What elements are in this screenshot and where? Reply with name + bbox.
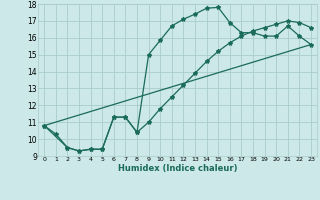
X-axis label: Humidex (Indice chaleur): Humidex (Indice chaleur) — [118, 164, 237, 173]
